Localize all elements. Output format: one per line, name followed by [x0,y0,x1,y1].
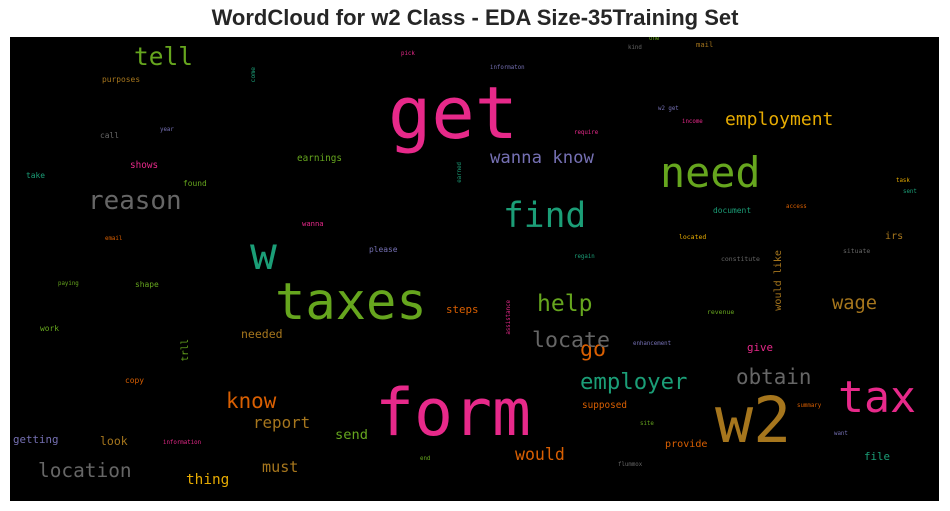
word-reason: reason [88,186,182,216]
word-supposed: supposed [582,400,628,411]
word-w2: w2 [715,383,792,457]
word-irs: irs [885,231,904,242]
word-report: report [253,413,311,432]
word-call: call [100,131,120,140]
word-give: give [747,341,774,354]
word-access: access [786,204,807,210]
word-find: find [503,196,587,236]
word-want: want [834,431,848,437]
word-earnings: earnings [297,153,343,164]
word-file: file [864,450,891,463]
word-take: take [26,171,46,180]
word-taxes: taxes [275,272,427,331]
word-paying: paying [58,281,79,287]
word-get: get [388,71,519,155]
word-please: please [369,245,398,254]
word-tax: tax [838,373,917,423]
word-one: one [649,37,660,42]
word-know: know [226,389,277,413]
word-thing: thing [186,472,230,488]
word-provide: provide [665,439,708,450]
word-obtain: obtain [736,365,812,389]
word-needed: needed [241,327,283,341]
word-w: w [250,228,277,280]
word-tell: tell [134,42,193,71]
word-pick: pick [401,51,415,57]
word-located: located [679,233,707,241]
word-wanna: wanna [302,219,324,228]
word-task: task [896,178,910,184]
word-getting: getting [13,433,59,446]
word-flummox: flummox [618,462,643,468]
word-wage: wage [832,293,878,314]
chart-title: WordCloud for w2 Class - EDA Size-35Trai… [211,5,739,30]
word-earned: earned [457,162,463,183]
word-send: send [335,427,368,443]
word-look: look [100,434,128,448]
word-income: income [682,119,703,125]
word-site: site [640,421,654,427]
word-revenue: revenue [707,308,735,316]
word-would-like: would like [773,250,784,311]
word-email: email [105,236,123,242]
word-form: form [375,376,532,451]
word-steps: steps [446,303,479,316]
word-go: go [580,337,607,362]
word-constitute: constitute [721,255,760,263]
word-need: need [660,148,761,197]
word-kind: kind [628,45,642,51]
word-year: year [160,127,174,133]
word-shape: shape [135,280,159,289]
word-locate: locate [532,328,611,353]
word-summary: summary [797,403,822,409]
word-trll: trll [180,339,191,362]
word-mail: mail [696,40,714,49]
word-location: location [38,459,132,482]
word-regain: regain [574,254,595,260]
word-work: work [40,324,60,333]
word-assistance: assistance [506,300,512,335]
word-help: help [537,291,593,317]
word-require: require [574,130,599,136]
word-w2-get: w2 get [658,106,679,112]
word-sent: sent [903,189,917,195]
wordcloud-canvas: get form w2 taxes w tax need find reason tell help… [10,37,939,501]
word-information: information [163,440,202,446]
word-informaton: informaton [490,65,525,71]
word-copy: copy [125,376,145,385]
word-wanna-know: wanna know [490,148,594,168]
word-come: come [249,67,257,83]
word-employer: employer [580,369,688,395]
word-shows: shows [130,160,159,171]
word-situate: situate [843,247,871,255]
word-end: end [420,456,431,462]
word-purposes: purposes [102,75,141,84]
word-document: document [713,206,752,215]
word-must: must [262,458,299,476]
word-enhancement: enhancement [633,341,672,347]
word-employment: employment [725,109,834,130]
word-found: found [183,179,207,188]
word-would: would [515,445,565,464]
